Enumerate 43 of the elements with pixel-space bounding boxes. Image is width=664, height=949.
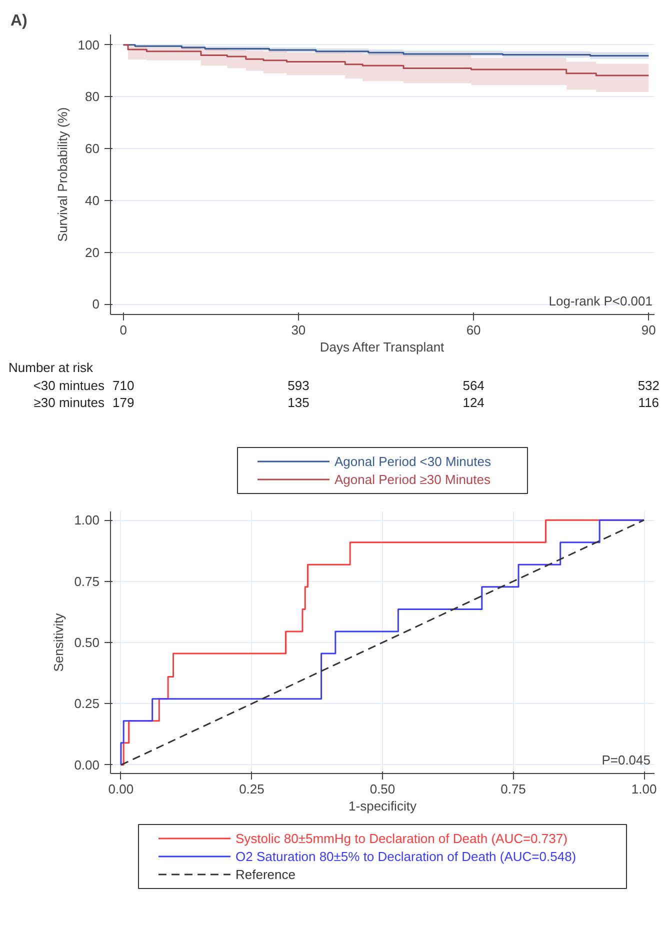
y-tick-label: 0.25 [74,696,100,712]
text: 564 [462,378,484,393]
text: 116 [638,395,660,410]
x-tick-label: 0.00 [108,782,134,796]
y-tick-label: 80 [85,89,100,104]
text: Systolic 80±5mmHg to Declaration of Death (AUC=0.737) [236,831,568,846]
text: Agonal Period ≥30 Minutes [334,472,492,487]
y-axis-title: Sensitivity [51,612,66,672]
text: 710 [112,378,134,393]
x-tick-label: 30 [291,322,306,338]
y-tick-label: 0.50 [74,635,100,650]
text: Number at risk [8,360,94,375]
x-tick-label: 0.50 [370,782,396,796]
y-tick-label: 0.00 [74,757,100,772]
x-tick-label: 1.00 [631,782,657,796]
text: 179 [112,395,134,410]
x-tick-label: 60 [466,322,481,338]
annotation: P=0.045 [602,752,650,768]
text: 124 [462,395,484,410]
x-tick-label: 0.25 [239,782,264,796]
x-axis-title: 1-specificity [348,798,417,814]
text: Agonal Period <30 Minutes [334,454,492,469]
y-tick-label: 60 [85,141,100,156]
text: 593 [288,378,310,393]
x-axis-title: Days After Transplant [320,340,445,354]
y-axis-title: Survival Probability (%) [54,107,70,242]
x-tick-label: 0 [120,322,127,338]
annotation: Log-rank P<0.001 [548,294,653,308]
text: O2 Saturation 80±5% to Declaration of Death (AUC=0.548) [236,849,576,864]
text: <30 mintues [33,378,105,393]
y-tick-label: 0.75 [74,574,100,589]
y-tick-label: 20 [85,244,100,260]
chart-title: A) [10,12,28,30]
text: ≥30 minutes [34,395,105,410]
y-tick-label: 1.00 [74,512,100,528]
y-tick-label: 100 [78,37,100,52]
text: 135 [288,395,310,410]
x-tick-label: 0.75 [500,782,526,796]
y-tick-label: 40 [85,192,100,208]
text: 532 [638,378,660,393]
text: Reference [236,867,296,882]
x-tick-label: 90 [641,322,656,338]
y-tick-label: 0 [92,296,100,312]
